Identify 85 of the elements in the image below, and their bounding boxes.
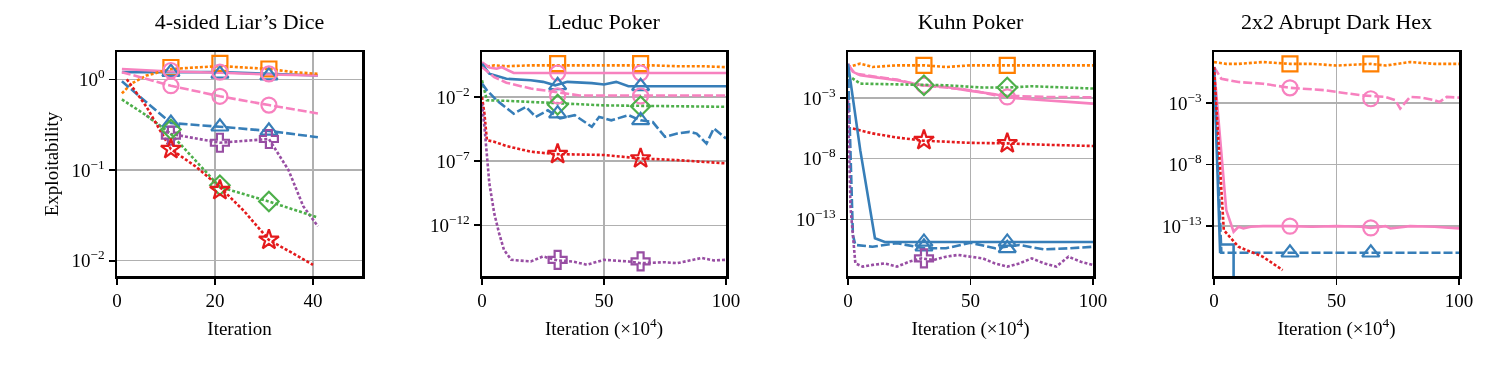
line-series [482, 82, 726, 145]
point [258, 128, 279, 150]
point [632, 64, 650, 82]
point [630, 251, 651, 272]
point [1362, 90, 1380, 108]
point [997, 239, 1018, 254]
point [912, 128, 936, 150]
point [1281, 79, 1299, 97]
chart-title: 4-sided Liar’s Dice [154, 9, 325, 35]
x-tick-label: 0 [1209, 290, 1219, 312]
point [1362, 219, 1380, 237]
point [1362, 55, 1380, 73]
point [1281, 217, 1299, 235]
point [260, 60, 278, 78]
y-tick-label: 10$^{−8}$ [1168, 151, 1203, 176]
point [159, 137, 182, 159]
y-tick-label: 10$^{−13}$ [795, 206, 837, 231]
line-series [145, 114, 320, 228]
point [211, 87, 229, 105]
point [915, 56, 933, 74]
point [209, 132, 230, 153]
point [547, 76, 568, 91]
point [629, 146, 652, 169]
line-series [1214, 65, 1284, 272]
x-axis-title: Iteration (×10$^{4}$) [911, 315, 1030, 341]
x-tick-label: 20 [205, 290, 225, 312]
point [630, 77, 651, 92]
point [160, 125, 181, 146]
point [1280, 244, 1300, 258]
point [998, 56, 1016, 74]
x-tick-label: 0 [112, 290, 122, 312]
x-tick-label: 50 [594, 290, 614, 312]
point [996, 76, 1019, 99]
y-tick-label: 10$^{0}$ [79, 65, 106, 90]
x-tick-label: 0 [843, 290, 853, 312]
x-tick-label: 50 [961, 290, 980, 312]
point [258, 190, 280, 213]
y-axis-title: Exploitability [41, 111, 63, 217]
point [998, 88, 1016, 106]
point [629, 95, 652, 118]
y-tick-label: 10$^{−3}$ [1168, 89, 1203, 114]
point [1361, 244, 1381, 258]
point [260, 96, 278, 114]
x-tick-label: 50 [1327, 290, 1346, 312]
point [549, 55, 567, 73]
point [160, 118, 182, 141]
point [546, 93, 569, 116]
line-series [125, 78, 315, 267]
x-axis-title: Iteration [207, 318, 273, 340]
point [162, 77, 180, 95]
point [632, 55, 650, 73]
point [547, 249, 568, 270]
point [1281, 55, 1299, 73]
point [546, 142, 569, 164]
point [996, 131, 1019, 153]
x-axis-title: Iteration (×10$^{4}$) [544, 315, 664, 341]
point [914, 233, 934, 247]
point [211, 54, 229, 72]
line-series [120, 70, 320, 115]
point [630, 111, 651, 126]
y-tick-label: 10$^{−7}$ [436, 147, 471, 172]
point [259, 122, 279, 136]
chart-title: Leduc Poker [548, 9, 661, 35]
point [161, 114, 181, 128]
point [210, 118, 230, 132]
chart-title: Kuhn Poker [917, 9, 1025, 35]
x-tick-label: 40 [303, 290, 323, 312]
x-tick-label: 100 [1078, 290, 1108, 312]
point [549, 64, 567, 82]
y-tick-label: 10$^{−1}$ [71, 156, 105, 181]
chart-title: 2x2 Abrupt Dark Hex [1240, 9, 1433, 35]
x-tick-label: 0 [477, 290, 487, 312]
y-tick-label: 10$^{−3}$ [802, 84, 837, 109]
point [632, 87, 650, 105]
y-tick-label: 10$^{−2}$ [71, 247, 105, 272]
point [257, 228, 280, 250]
x-tick-label: 100 [1444, 290, 1474, 312]
y-tick-label: 10$^{−2}$ [436, 83, 470, 108]
y-tick-label: 10$^{−8}$ [802, 145, 837, 170]
x-tick-label: 100 [711, 290, 741, 312]
line-series [848, 98, 1093, 268]
y-tick-label: 10$^{−12}$ [429, 211, 470, 236]
x-axis-title: Iteration (×10$^{4}$) [1277, 315, 1396, 341]
y-tick-label: 10$^{−13}$ [1161, 212, 1203, 237]
point [914, 238, 934, 252]
